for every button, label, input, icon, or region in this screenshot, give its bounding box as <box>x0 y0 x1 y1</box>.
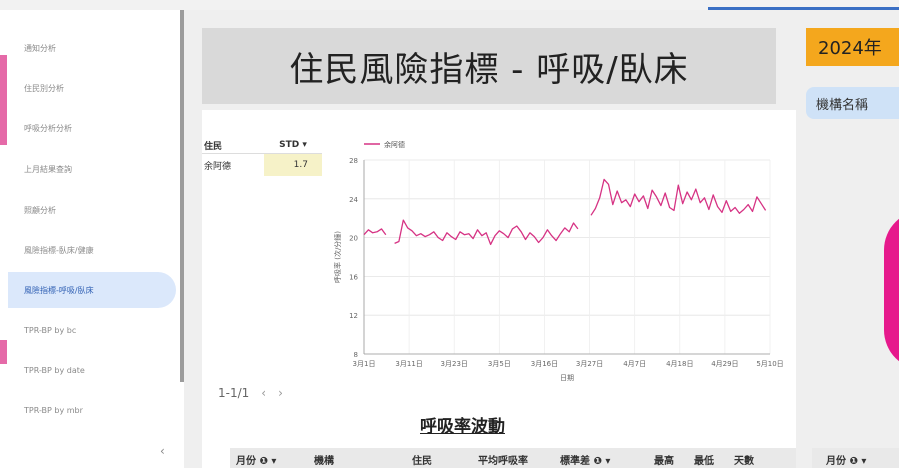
y-axis-title: 呼吸率 (次/分鐘) <box>333 231 342 283</box>
y-tick-label: 28 <box>349 157 358 165</box>
sidebar-edge-marker <box>0 55 7 145</box>
fluctuation-table-header: 月份 ❶ ▾ 機構 住民 平均呼吸率 標準差 ❶ ▾ 最高 最低 天數 月份 ❶… <box>0 448 899 468</box>
x-axis-title: 日期 <box>560 374 574 382</box>
series-line <box>590 178 767 216</box>
column-header-month[interactable]: 月份 ❶ ▾ <box>236 456 277 467</box>
org-filter-button[interactable]: 機構名稱 <box>806 87 899 119</box>
x-tick-label: 3月11日 <box>395 360 422 368</box>
series-line <box>363 228 387 236</box>
top-accent-line <box>708 7 899 10</box>
next-page-icon[interactable]: › <box>278 386 283 400</box>
sidebar-item-risk-resp-bed[interactable]: 風險指標-呼吸/臥床 <box>8 272 176 308</box>
column-header-days[interactable]: 天數 <box>734 456 754 467</box>
report-title-box: 住民風險指標 - 呼吸/臥床 <box>202 28 776 104</box>
y-tick-label: 8 <box>354 351 358 359</box>
legend-label: 余阿德 <box>384 140 405 149</box>
column-header-org[interactable]: 機構 <box>314 456 334 467</box>
sidebar-scrollbar[interactable] <box>180 10 184 382</box>
column-header-max[interactable]: 最高 <box>654 456 674 467</box>
sidebar-item-tpr-mbr[interactable]: TPR-BP by mbr <box>24 405 83 415</box>
x-tick-label: 3月5日 <box>488 360 511 368</box>
sidebar-item-tpr-date[interactable]: TPR-BP by date <box>24 365 85 375</box>
sidebar-item-risk-bed-health[interactable]: 風險指標-臥床/健康 <box>24 245 94 255</box>
column-header-resident[interactable]: 住民 <box>412 456 432 467</box>
sidebar-item-last-month[interactable]: 上月結果查詢 <box>24 164 72 174</box>
sidebar-item-notification-analysis[interactable]: 通知分析 <box>24 43 56 53</box>
year-badge[interactable]: 2024年 <box>806 28 899 66</box>
y-tick-label: 24 <box>349 196 358 204</box>
x-tick-label: 4月29日 <box>711 360 738 368</box>
resident-name: 余阿德 <box>204 161 232 172</box>
table-row[interactable]: 余阿德 1.7 <box>202 154 322 176</box>
table-header: 住民 STD ▾ <box>202 137 322 154</box>
section-title: 呼吸率波動 <box>420 417 505 437</box>
column-header-resident[interactable]: 住民 <box>204 141 223 152</box>
pie-chart-partial <box>884 210 899 370</box>
column-header-std[interactable]: 標準差 ❶ ▾ <box>560 456 611 467</box>
sidebar-edge-marker <box>0 340 7 364</box>
pagination: 1-1/1 ‹ › <box>218 386 283 400</box>
x-tick-label: 4月18日 <box>666 360 693 368</box>
header-band-right <box>812 448 899 468</box>
resident-std-table: 住民 STD ▾ 余阿德 1.7 <box>202 137 322 176</box>
x-tick-label: 3月27日 <box>576 360 603 368</box>
page-range: 1-1/1 <box>218 386 250 400</box>
column-header-min[interactable]: 最低 <box>694 456 714 467</box>
y-tick-label: 12 <box>349 312 358 320</box>
sidebar-item-resident-analysis[interactable]: 住民別分析 <box>24 83 64 93</box>
column-header-avg-rate[interactable]: 平均呼吸率 <box>478 456 528 467</box>
std-value: 1.7 <box>264 154 322 176</box>
x-tick-label: 3月16日 <box>531 360 558 368</box>
y-tick-label: 20 <box>349 235 358 243</box>
collapse-sidebar-icon[interactable]: ‹ <box>160 444 165 458</box>
series-line <box>394 219 579 246</box>
column-header-std[interactable]: STD ▾ <box>279 140 307 150</box>
sidebar-item-tpr-bc[interactable]: TPR-BP by bc <box>24 325 77 335</box>
y-tick-label: 16 <box>349 273 358 281</box>
column-header-month-right[interactable]: 月份 ❶ ▾ <box>826 456 867 467</box>
x-tick-label: 4月7日 <box>623 360 646 368</box>
top-bar <box>0 0 899 10</box>
x-tick-label: 3月1日 <box>353 360 376 368</box>
x-tick-label: 5月10日 <box>756 360 783 368</box>
header-band <box>230 448 796 468</box>
sidebar-item-care-analysis[interactable]: 照顧分析 <box>24 205 56 215</box>
sidebar-item-respiration-analysis[interactable]: 呼吸分析分析 <box>24 123 72 133</box>
x-tick-label: 3月23日 <box>441 360 468 368</box>
prev-page-icon[interactable]: ‹ <box>261 386 267 400</box>
page-title: 住民風險指標 - 呼吸/臥床 <box>289 49 689 90</box>
respiration-line-chart: 余阿德 8 12 16 20 24 28 3月1日 3月11日 3月23日 3月5日 3月16日 3月2… <box>333 140 784 382</box>
sidebar: 通知分析 住民別分析 呼吸分析分析 上月結果查詢 照顧分析 風險指標-臥床/健康… <box>0 10 180 468</box>
